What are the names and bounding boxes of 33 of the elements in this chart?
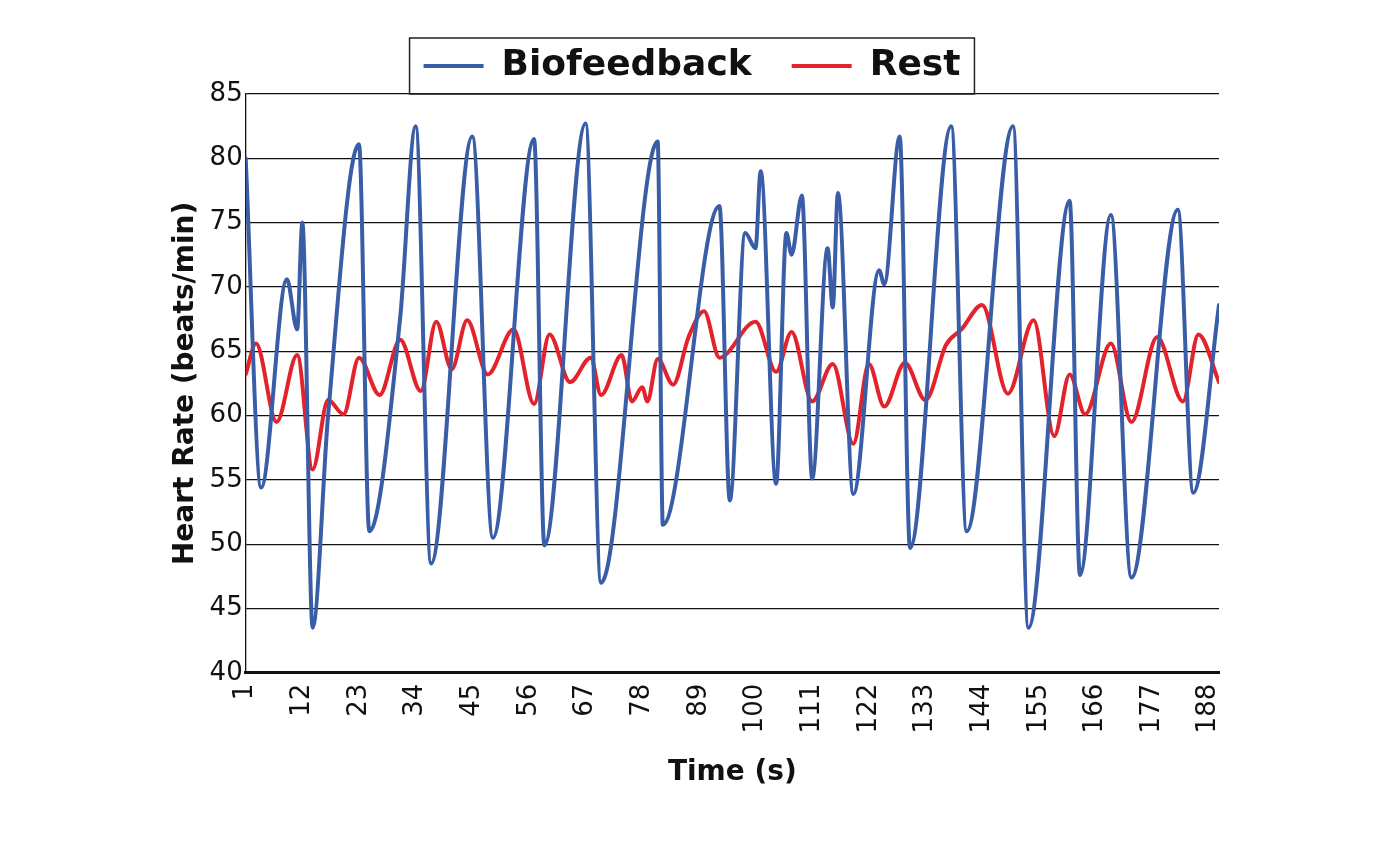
y-tick-label: 65 [209,333,243,364]
x-tick-label: 56 [511,683,542,717]
y-tick-label: 70 [209,269,243,300]
y-tick-label: 75 [209,205,243,236]
x-tick-label: 89 [681,683,712,717]
y-tick-label: 50 [209,526,243,557]
x-tick-label: 177 [1134,683,1165,734]
x-tick-label: 122 [851,683,882,734]
x-tick-label: 155 [1021,683,1052,734]
legend-label: Rest [869,42,961,84]
line-series [245,121,1219,630]
x-axis-title: Time (s) [667,754,797,788]
x-tick-label: 144 [964,683,995,734]
x-tick-label: 188 [1191,683,1222,734]
y-tick-label: 85 [209,76,243,107]
x-tick-label: 45 [455,683,486,717]
x-tick-label: 34 [398,683,429,717]
y-tick-label: 40 [209,655,243,686]
x-tick-label: 23 [341,683,372,717]
x-tick-label: 12 [285,683,316,717]
y-tick-label: 45 [209,591,243,622]
x-tick-label: 133 [908,683,939,734]
x-tick-label: 111 [794,683,825,734]
x-tick-label: 67 [568,683,599,717]
y-tick-label: 80 [209,141,243,172]
x-tick-label: 166 [1078,683,1109,734]
y-tick-label: 55 [209,462,243,493]
x-tick-label: 1 [228,683,259,701]
x-tick-label: 100 [738,683,769,734]
y-tick-label: 60 [209,398,243,429]
legend-label: Biofeedback [501,42,753,84]
x-tick-label: 78 [624,683,655,717]
y-axis-title: Heart Rate (beats/min) [167,201,201,566]
